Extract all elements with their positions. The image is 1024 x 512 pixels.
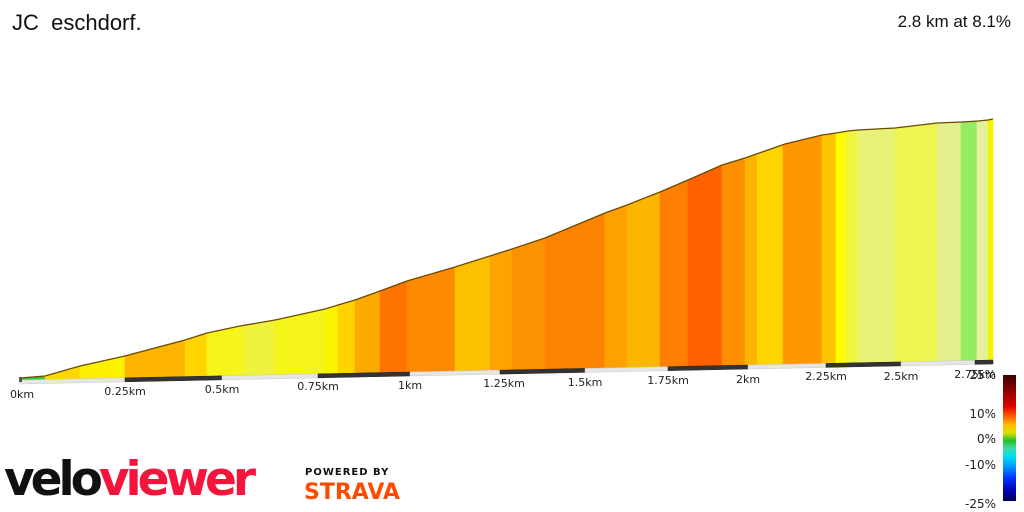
veloviewer-logo: veloviewer (4, 452, 256, 508)
x-tick-label: 0km (10, 388, 34, 401)
gradient-segment (659, 179, 689, 368)
gradient-segment (324, 304, 339, 375)
segment-summary: 2.8 km at 8.1% (897, 12, 1011, 31)
x-tick-label: 1.75km (647, 374, 689, 387)
gradient-segment (835, 130, 847, 364)
x-tick-label: 1.25km (483, 377, 525, 390)
gradient-segment (845, 129, 859, 364)
logo-velo: velo (4, 452, 103, 507)
x-tick-label: 0.5km (205, 383, 240, 396)
legend-label: 10% (969, 407, 996, 421)
gradient-segment (354, 290, 381, 374)
profile-outline (19, 118, 994, 379)
gradient-segment (687, 164, 723, 367)
gradient-segment (206, 325, 244, 377)
legend-label: -25% (964, 497, 996, 511)
x-tick-label: 2.25km (805, 370, 847, 383)
x-tick-label: 0.25km (104, 385, 146, 398)
gradient-segment (511, 237, 546, 371)
axis-band (974, 359, 994, 365)
powered-by-label: POWERED BY (305, 467, 390, 478)
strava-logo: STRAVA (304, 480, 400, 505)
gradient-segment (987, 118, 994, 361)
gradient-segment (604, 204, 628, 369)
gradient-segment (489, 248, 513, 371)
x-tick-label: 2.5km (884, 370, 919, 383)
x-tick-label: 1.5km (568, 376, 603, 389)
gradient-segment (544, 212, 606, 370)
gradient-segment (936, 121, 962, 362)
gradient-segments (19, 118, 994, 381)
gradient-segment (721, 157, 746, 366)
gradient-segment (894, 122, 938, 363)
x-tick-label: 2km (736, 373, 760, 386)
distance-axis-ticks: 0km 0.25km 0.5km 0.75km 1km 1.25km 1.5km 1.75km… (10, 368, 996, 401)
x-tick-label: 1km (398, 379, 422, 392)
gradient-segment (242, 319, 276, 376)
gradient-segment (337, 299, 356, 374)
axis-start-cap (19, 377, 22, 382)
gradient-segment (821, 132, 837, 364)
gradient-color-legend (1003, 375, 1016, 501)
gradient-segment (976, 119, 989, 361)
logo-viewer: viewer (98, 452, 256, 507)
legend-label: 0% (976, 432, 996, 446)
distance-axis-bands (19, 359, 994, 385)
x-tick-label: 0.75km (297, 380, 339, 393)
gradient-segment (406, 266, 456, 373)
gradient-segment (124, 339, 186, 379)
gradient-segment (744, 153, 758, 366)
gradient-segment (782, 134, 823, 365)
legend-label: -10% (964, 458, 996, 472)
gradient-segment (857, 127, 896, 364)
x-tick-label: 2.75km (954, 368, 996, 381)
gradient-segment (626, 191, 661, 368)
segment-title: JC eschdorf. (12, 10, 142, 35)
gradient-segment (454, 255, 491, 372)
gradient-segment (960, 120, 978, 361)
gradient-segment (379, 280, 408, 373)
gradient-segment (756, 144, 784, 366)
legend-label: 25% (969, 368, 996, 382)
